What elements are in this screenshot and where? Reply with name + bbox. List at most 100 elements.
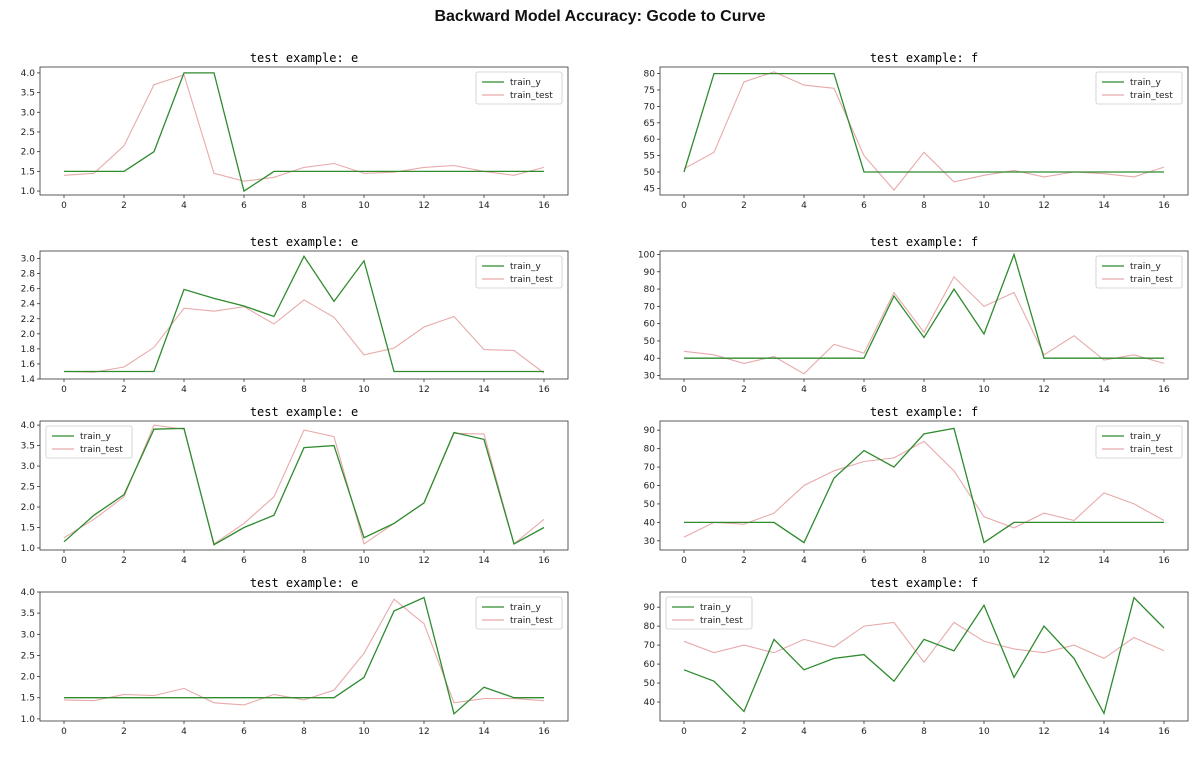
subplot-4: test example: f 0 2 4 6 8 10 12 14 16 30 40 50 60 70 80… — [638, 235, 1189, 395]
series-line-train-y — [64, 596, 544, 715]
y-tick-label: 80 — [644, 445, 656, 455]
x-tick-label: 2 — [741, 727, 747, 737]
subplot-1: test example: e 0 2 4 6 8 10 12 14 16 1.0 1.5 2.0 2.5… — [21, 51, 569, 211]
legend-box — [1095, 255, 1183, 289]
series-line-train-test — [683, 275, 1165, 375]
x-tick-label: 8 — [921, 556, 927, 566]
subplot-7: test example: e 0 2 4 6 8 10 12 14 16 1.0 1.5 2.0 2.5… — [21, 576, 569, 737]
x-tick-label: 16 — [538, 556, 550, 566]
x-tick-label: 16 — [1158, 201, 1170, 211]
x-tick-label: 12 — [418, 201, 429, 211]
y-tick-label: 1.4 — [21, 375, 36, 385]
y-tick-label: 70 — [644, 302, 656, 312]
x-tick-label: 14 — [478, 385, 490, 395]
legend-box — [475, 71, 563, 105]
y-tick-label: 100 — [638, 250, 655, 260]
x-tick-label: 6 — [241, 385, 247, 395]
y-tick-label: 2.0 — [21, 673, 36, 683]
legend: train_y train_test — [475, 596, 563, 630]
x-tick-label: 4 — [181, 201, 187, 211]
y-tick-label: 90 — [644, 426, 656, 436]
x-tick-label: 12 — [1038, 556, 1049, 566]
y-tick-label: 1.5 — [21, 167, 35, 177]
y-tick-label: 50 — [644, 337, 656, 347]
y-tick-label: 70 — [644, 463, 656, 473]
x-tick-label: 14 — [478, 727, 490, 737]
x-tick-label: 14 — [478, 556, 490, 566]
x-tick-label: 16 — [1158, 727, 1170, 737]
x-tick-label: 0 — [61, 385, 67, 395]
x-tick-label: 16 — [538, 385, 550, 395]
figure-title: Backward Model Accuracy: Gcode to Curve — [434, 8, 766, 25]
x-tick-label: 16 — [1158, 385, 1170, 395]
legend-label: train_y — [510, 262, 541, 272]
subplot-5: test example: e 0 2 4 6 8 10 12 14 16 1.0 1.5 2.0 2.5… — [21, 405, 569, 566]
y-tick-label: 2.5 — [21, 128, 35, 138]
subplot-title: test example: e — [250, 405, 358, 419]
x-tick-label: 10 — [978, 201, 990, 211]
x-tick-label: 10 — [358, 727, 370, 737]
y-tick-label: 30 — [644, 537, 656, 547]
x-tick-label: 8 — [301, 556, 307, 566]
y-tick-label: 1.8 — [21, 345, 36, 355]
y-tick-label: 40 — [644, 518, 656, 528]
x-tick-label: 12 — [1038, 385, 1049, 395]
y-tick-label: 2.5 — [21, 483, 35, 493]
subplot-title: test example: e — [250, 51, 358, 65]
x-tick-label: 0 — [681, 201, 687, 211]
x-tick-label: 0 — [61, 727, 67, 737]
series-line-train-y — [64, 255, 544, 373]
x-tick-label: 12 — [418, 556, 429, 566]
x-tick-label: 2 — [121, 556, 127, 566]
x-tick-label: 4 — [181, 385, 187, 395]
y-tick-label: 60 — [644, 320, 656, 330]
y-tick-label: 2.0 — [21, 330, 36, 340]
x-tick-label: 8 — [301, 385, 307, 395]
x-tick-label: 4 — [801, 556, 807, 566]
x-tick-label: 6 — [861, 727, 867, 737]
x-tick-label: 10 — [358, 556, 370, 566]
x-tick-label: 6 — [861, 201, 867, 211]
subplot-title: test example: f — [870, 235, 978, 249]
y-tick-label: 40 — [644, 698, 656, 708]
subplot-8: test example: f 0 2 4 6 8 10 12 14 16 40 50 60 70 80 90… — [644, 576, 1189, 737]
series-line-train-test — [683, 621, 1165, 664]
y-tick-label: 2.8 — [21, 270, 36, 280]
x-tick-label: 4 — [801, 385, 807, 395]
y-tick-label: 3.0 — [21, 255, 36, 265]
x-tick-label: 14 — [1098, 556, 1110, 566]
x-tick-label: 6 — [861, 556, 867, 566]
legend-label: train_test — [1130, 275, 1173, 285]
legend-box — [45, 425, 133, 459]
legend: train_y train_test — [1095, 71, 1183, 105]
y-tick-label: 1.0 — [21, 715, 36, 725]
y-tick-label: 90 — [644, 268, 656, 278]
x-tick-label: 6 — [241, 727, 247, 737]
series-line-train-y — [683, 72, 1164, 173]
x-tick-label: 16 — [538, 201, 550, 211]
x-tick-label: 10 — [978, 556, 990, 566]
subplot-title: test example: e — [250, 235, 358, 249]
x-tick-label: 12 — [1038, 727, 1049, 737]
y-tick-label: 30 — [644, 372, 656, 382]
legend-label: train_y — [1130, 262, 1161, 272]
series-line-train-y — [684, 252, 1164, 359]
x-tick-label: 8 — [921, 727, 927, 737]
y-tick-label: 3.0 — [21, 108, 36, 118]
y-tick-label: 50 — [644, 168, 656, 178]
legend-box — [1095, 71, 1183, 105]
x-tick-label: 2 — [121, 201, 127, 211]
y-tick-label: 60 — [644, 135, 656, 145]
y-tick-label: 1.0 — [21, 544, 36, 554]
legend-label: train_test — [510, 91, 553, 101]
x-tick-label: 0 — [61, 201, 67, 211]
x-tick-label: 14 — [1098, 727, 1110, 737]
y-tick-label: 50 — [644, 500, 656, 510]
y-tick-label: 2.6 — [21, 285, 36, 295]
legend-box — [1095, 425, 1183, 459]
x-tick-label: 10 — [978, 385, 990, 395]
subplot-2: test example: f 0 2 4 6 8 10 12 14 16 45 50 55 60 65 70… — [644, 51, 1189, 211]
legend-label: train_test — [700, 616, 743, 626]
y-tick-label: 3.5 — [21, 442, 35, 452]
legend-box — [665, 596, 753, 630]
